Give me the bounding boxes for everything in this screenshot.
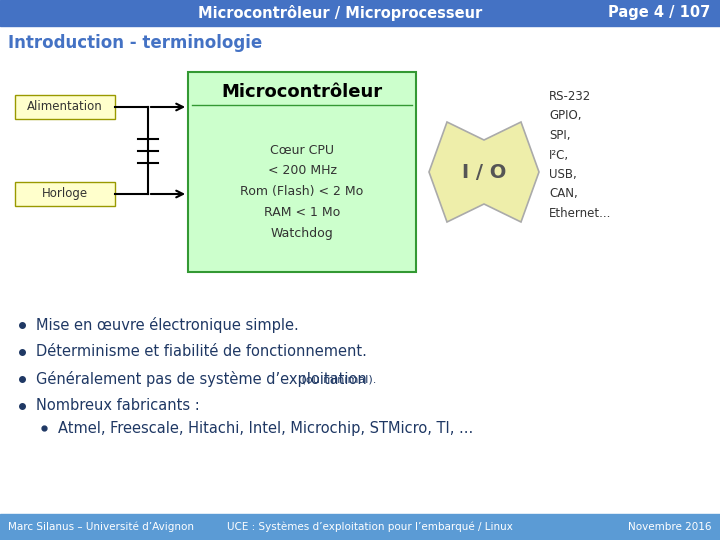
Text: RS-232
GPIO,
SPI,
I²C,
USB,
CAN,
Ethernet...: RS-232 GPIO, SPI, I²C, USB, CAN, Etherne… [549, 90, 611, 220]
Text: Marc Silanus – Université d’Avignon: Marc Silanus – Université d’Avignon [8, 522, 194, 532]
Text: Introduction - terminologie: Introduction - terminologie [8, 34, 262, 52]
Text: Nombreux fabricants :: Nombreux fabricants : [36, 399, 199, 414]
Bar [15, 95, 115, 119]
Bar [0, 0, 720, 26]
Bar [188, 72, 416, 272]
Text: Page 4 / 107: Page 4 / 107 [608, 5, 710, 21]
Text: Atmel, Freescale, Hitachi, Intel, Microchip, STMicro, TI, ...: Atmel, Freescale, Hitachi, Intel, Microc… [58, 421, 473, 435]
Text: Microcontrôleur: Microcontrôleur [222, 83, 382, 101]
Text: Déterminisme et fiabilité de fonctionnement.: Déterminisme et fiabilité de fonctionnem… [36, 345, 367, 360]
Text: (ou minimal).: (ou minimal). [298, 375, 377, 385]
Text: Horloge: Horloge [42, 187, 88, 200]
Text: I / O: I / O [462, 163, 506, 181]
Polygon shape [429, 122, 539, 222]
Text: Cœur CPU
< 200 MHz
Rom (Flash) < 2 Mo
RAM < 1 Mo
Watchdog: Cœur CPU < 200 MHz Rom (Flash) < 2 Mo RA… [240, 144, 364, 240]
Text: UCE : Systèmes d’exploitation pour l’embarqué / Linux: UCE : Systèmes d’exploitation pour l’emb… [227, 522, 513, 532]
Text: Généralement pas de système d’exploitation: Généralement pas de système d’exploitati… [36, 371, 366, 387]
Text: Microcontrôleur / Microprocesseur: Microcontrôleur / Microprocesseur [198, 5, 482, 21]
Bar [15, 182, 115, 206]
Bar [0, 514, 720, 540]
Text: Novembre 2016: Novembre 2016 [629, 522, 712, 532]
Text: Mise en œuvre électronique simple.: Mise en œuvre électronique simple. [36, 317, 299, 333]
Text: Alimentation: Alimentation [27, 100, 103, 113]
